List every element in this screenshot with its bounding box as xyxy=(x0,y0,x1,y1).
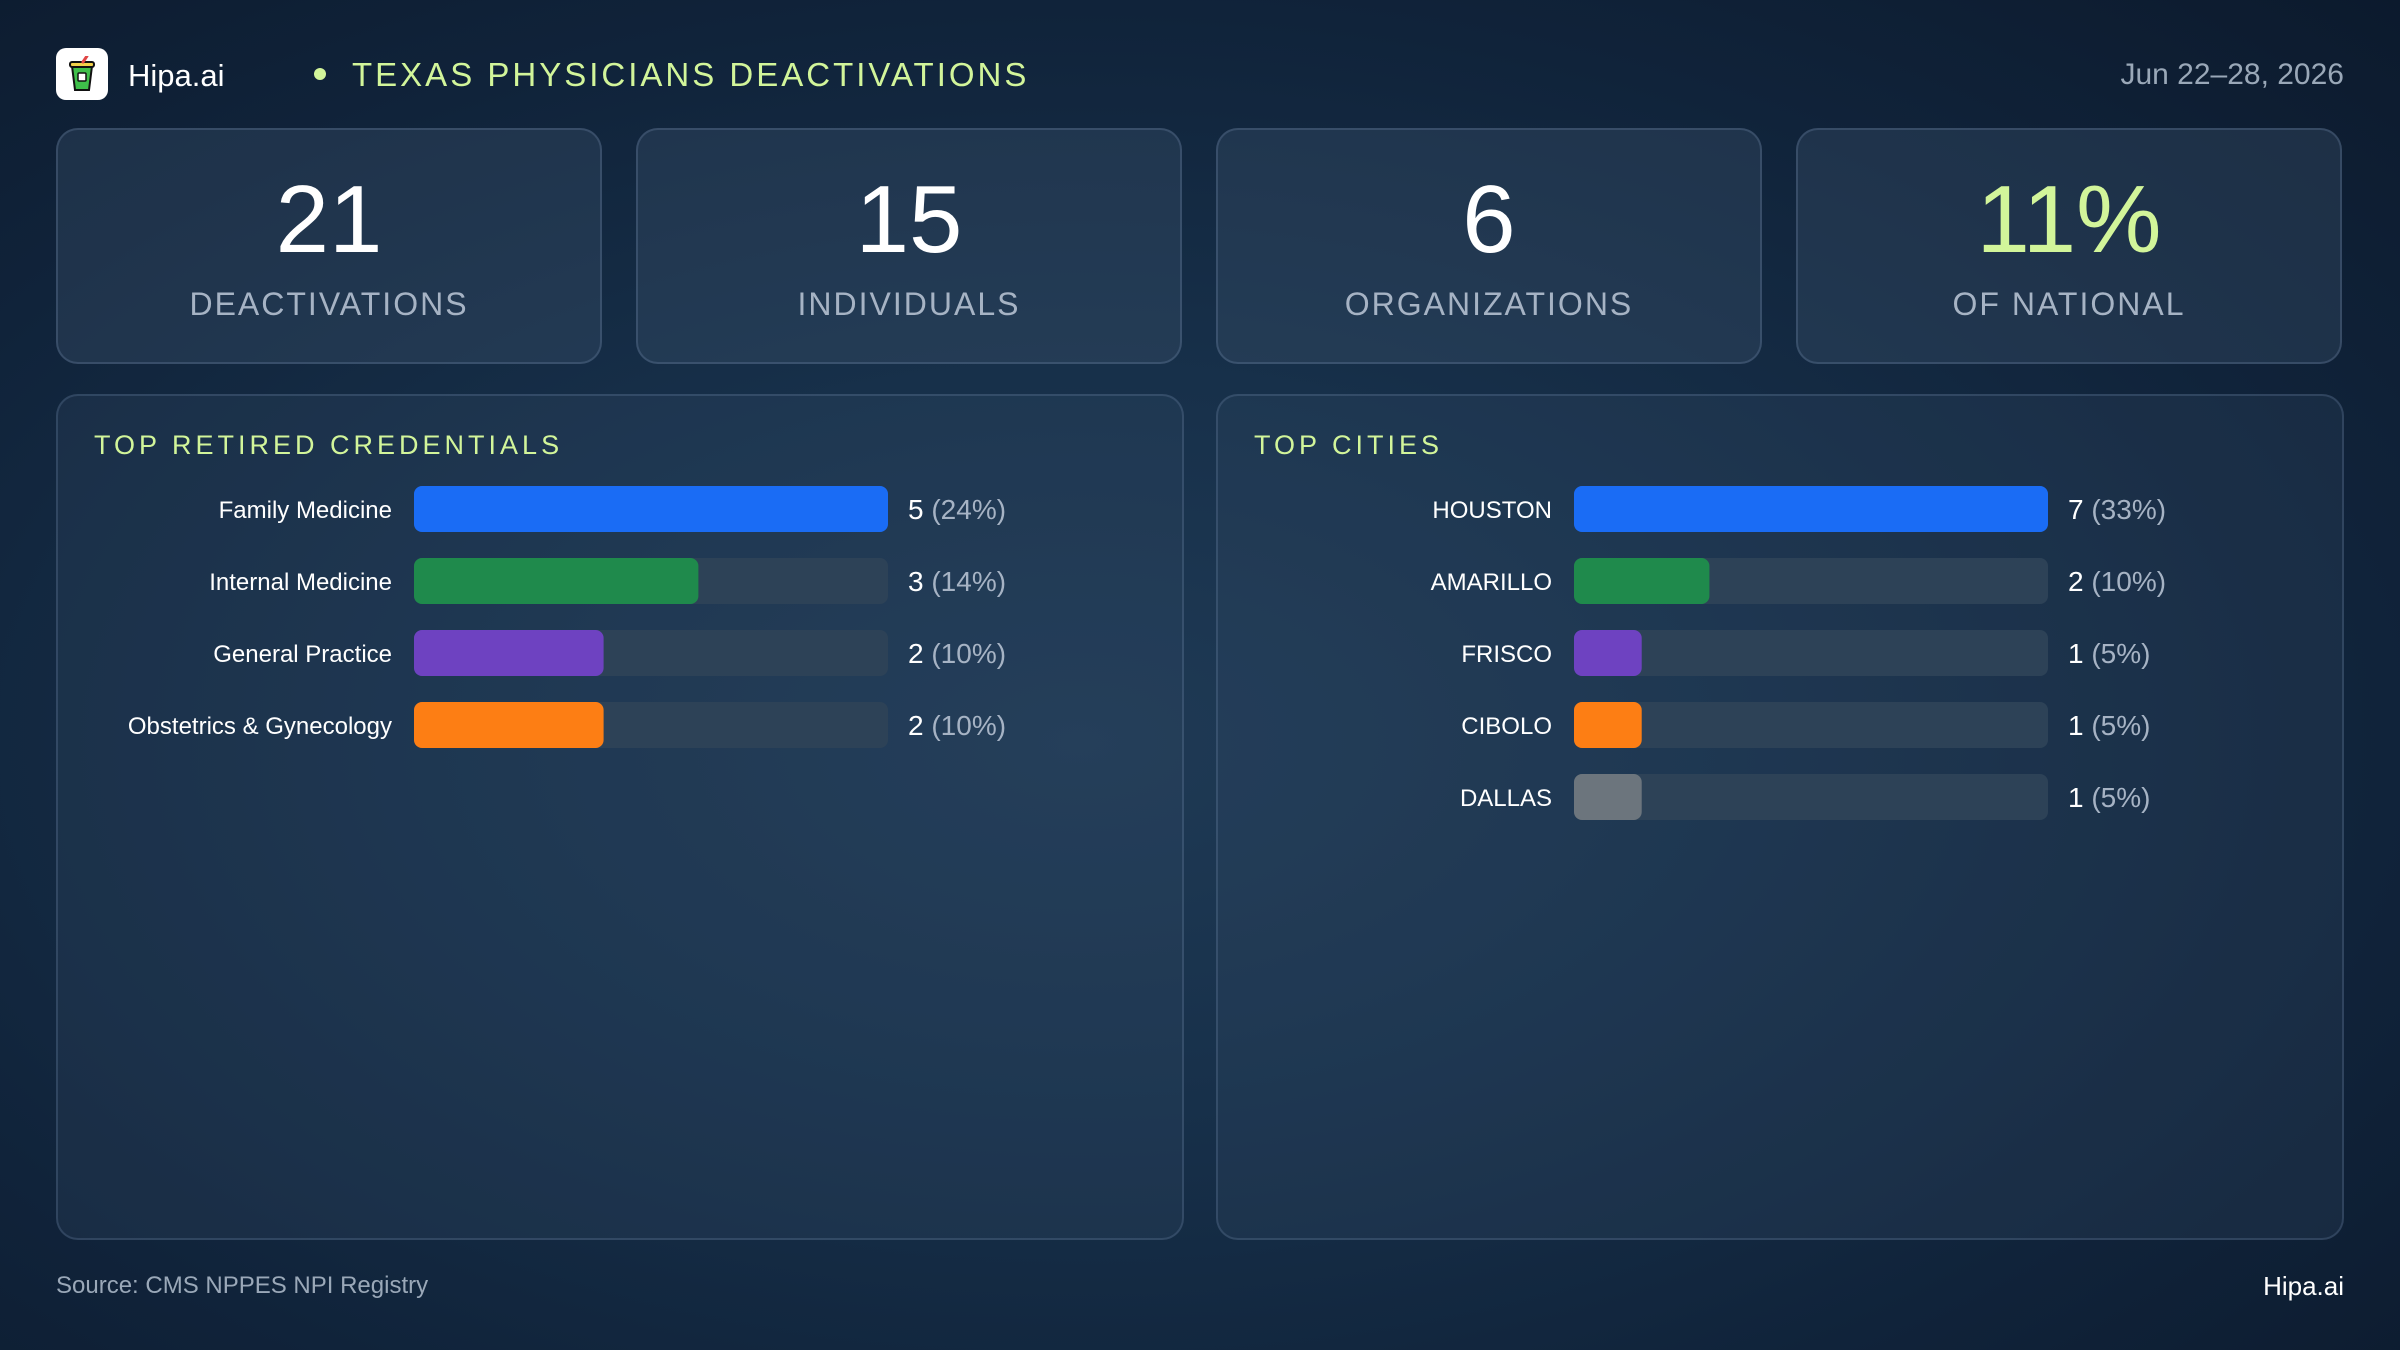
bar xyxy=(414,558,699,604)
credentials-bar-chart: Family Medicine 5 (24%) Internal Medicine 3… xyxy=(128,486,1006,748)
kpi-card-organizations: 6 ORGANIZATIONS xyxy=(1216,128,1762,364)
category-label: Internal Medicine xyxy=(209,569,392,596)
panel-title: TOP RETIRED CREDENTIALS xyxy=(94,430,564,460)
value-label: 3 (14%) xyxy=(908,566,1006,597)
kpi-value: 11% xyxy=(1976,166,2162,273)
separator-dot xyxy=(314,68,326,80)
bar xyxy=(1574,774,1642,820)
bar xyxy=(414,702,604,748)
source-note: Source: CMS NPPES NPI Registry xyxy=(56,1272,429,1299)
bar xyxy=(1574,630,1642,676)
kpi-card-national: 11% OF NATIONAL xyxy=(1796,128,2342,364)
value-label: 7 (33%) xyxy=(2068,494,2166,525)
bar-track xyxy=(1574,774,2048,820)
value-label: 1 (5%) xyxy=(2068,638,2150,669)
panel-top-cities: TOP CITIES HOUSTON 7 (33%) AMARILLO 2 (10%)… xyxy=(1216,394,2344,1240)
bar xyxy=(414,486,888,532)
value-label: 2 (10%) xyxy=(908,710,1006,741)
bar-track xyxy=(1574,702,2048,748)
kpi-label: OF NATIONAL xyxy=(1952,286,2186,322)
category-label: General Practice xyxy=(213,641,392,668)
bar xyxy=(1574,702,1642,748)
value-label: 5 (24%) xyxy=(908,494,1006,525)
value-label: 2 (10%) xyxy=(908,638,1006,669)
bar xyxy=(414,630,604,676)
date-range: Jun 22–28, 2026 xyxy=(2120,58,2344,91)
kpi-label: ORGANIZATIONS xyxy=(1344,286,1634,322)
kpi-value: 21 xyxy=(275,166,383,273)
kpi-value: 15 xyxy=(855,166,963,273)
bar-track xyxy=(1574,630,2048,676)
header: Hipa.ai TEXAS PHYSICIANS DEACTIVATIONS J… xyxy=(56,48,2344,100)
category-label: HOUSTON xyxy=(1432,497,1552,524)
kpi-label: INDIVIDUALS xyxy=(797,286,1021,322)
category-label: DALLAS xyxy=(1460,785,1552,812)
cities-bar-chart: HOUSTON 7 (33%) AMARILLO 2 (10%) FRISCO 1 (5%… xyxy=(1431,486,2166,820)
panel-title: TOP CITIES xyxy=(1254,430,1444,460)
value-label: 2 (10%) xyxy=(2068,566,2166,597)
kpi-value: 6 xyxy=(1462,166,1516,273)
footer-brand: Hipa.ai xyxy=(2263,1271,2344,1301)
category-label: CIBOLO xyxy=(1461,713,1552,740)
page-title: TEXAS PHYSICIANS DEACTIVATIONS xyxy=(352,56,1030,93)
kpi-label: DEACTIVATIONS xyxy=(189,286,469,322)
cup-icon xyxy=(69,56,95,91)
panel-top-credentials: TOP RETIRED CREDENTIALS Family Medicine 5… xyxy=(56,394,1184,1240)
category-label: AMARILLO xyxy=(1431,569,1552,596)
bar xyxy=(1574,558,1710,604)
bar xyxy=(1574,486,2048,532)
value-label: 1 (5%) xyxy=(2068,710,2150,741)
category-label: Family Medicine xyxy=(219,497,392,524)
brand-name: Hipa.ai xyxy=(128,58,225,93)
logo xyxy=(56,48,108,100)
category-label: FRISCO xyxy=(1461,641,1552,668)
category-label: Obstetrics & Gynecology xyxy=(128,713,392,740)
value-label: 1 (5%) xyxy=(2068,782,2150,813)
kpi-card-individuals: 15 INDIVIDUALS xyxy=(636,128,1182,364)
kpi-card-deactivations: 21 DEACTIVATIONS xyxy=(56,128,602,364)
